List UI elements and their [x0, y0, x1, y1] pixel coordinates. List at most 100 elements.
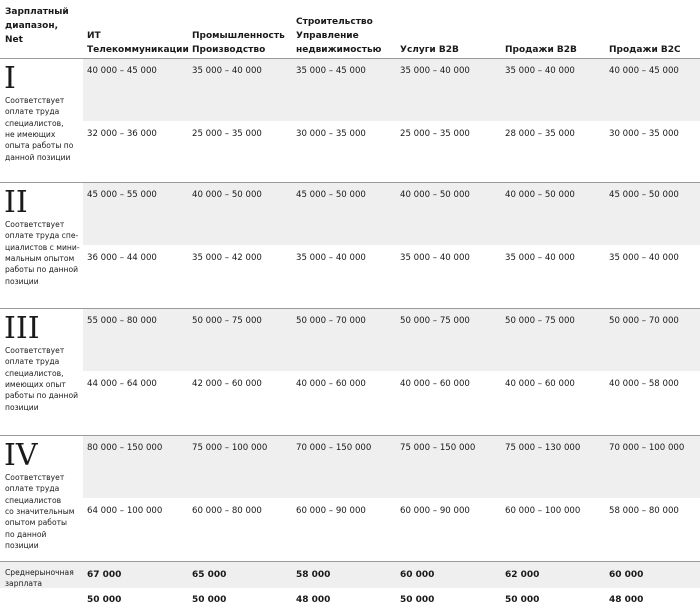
salary-range: 36 000 – 44 000	[87, 253, 157, 263]
salary-range: 35 000 – 40 000	[400, 66, 470, 76]
description: Соответствует	[5, 346, 65, 355]
average-salary: 65 000	[192, 570, 227, 580]
roman-numeral: I	[4, 61, 16, 96]
row-background	[83, 59, 700, 121]
column-header: ИТ	[87, 31, 101, 41]
salary-range: 60 000 – 90 000	[400, 506, 470, 516]
average-salary: 67 000	[87, 570, 122, 580]
description: оплате труда	[5, 107, 60, 117]
salary-range: 35 000 – 40 000	[400, 253, 470, 263]
salary-range: 40 000 – 60 000	[296, 379, 366, 389]
footer-label: зарплата	[5, 579, 43, 588]
description: опытом работы	[5, 518, 68, 528]
column-header: Продажи B2C	[609, 45, 681, 55]
salary-range: 35 000 – 40 000	[505, 66, 575, 76]
salary-range: 42 000 – 60 000	[192, 379, 262, 389]
row-background	[0, 562, 700, 588]
row-background	[83, 183, 700, 245]
average-salary: 60 000	[400, 570, 435, 580]
salary-range: 40 000 – 45 000	[87, 66, 157, 76]
salary-range: 35 000 – 40 000	[609, 253, 679, 263]
description: Соответствует	[5, 96, 65, 105]
description: данной позиции	[5, 152, 71, 162]
salary-range: 45 000 – 55 000	[87, 190, 157, 200]
description: работы по данной	[5, 265, 79, 275]
average-salary: 50 000	[400, 595, 435, 605]
description: Соответствует	[5, 220, 65, 229]
average-salary: 50 000	[505, 595, 540, 605]
salary-range: 75 000 – 100 000	[192, 443, 268, 453]
salary-range: 30 000 – 35 000	[609, 129, 679, 139]
salary-range: 40 000 – 45 000	[609, 66, 679, 76]
salary-range: 25 000 – 35 000	[400, 129, 470, 139]
salary-range: 58 000 – 80 000	[609, 506, 679, 516]
salary-range: 64 000 – 100 000	[87, 506, 163, 516]
description: циалистов с мини-	[5, 242, 80, 252]
description: со значительным	[5, 506, 75, 516]
description: оплате труда спе-	[5, 231, 79, 241]
description: мальным опытом	[5, 253, 75, 263]
description: позиции	[5, 276, 39, 286]
average-salary: 62 000	[505, 570, 540, 580]
salary-range: 50 000 – 70 000	[609, 316, 679, 326]
description: специалистов	[5, 495, 62, 505]
average-salary: 50 000	[87, 595, 122, 605]
salary-range: 55 000 – 80 000	[87, 316, 157, 326]
footer-label: Среднерыночная	[5, 568, 74, 577]
salary-range: 60 000 – 90 000	[296, 506, 366, 516]
column-header: Телекоммуникации	[87, 45, 189, 55]
average-salary: 48 000	[609, 595, 644, 605]
salary-range: 75 000 – 150 000	[400, 443, 476, 453]
description: оплате труда	[5, 357, 60, 367]
column-header: Строительство	[296, 17, 373, 27]
salary-range: 50 000 – 75 000	[505, 316, 575, 326]
row-background	[83, 309, 700, 371]
description: оплате труда	[5, 484, 60, 494]
row-background	[83, 436, 700, 498]
salary-range: 35 000 – 45 000	[296, 66, 366, 76]
salary-range: 80 000 – 150 000	[87, 443, 163, 453]
salary-range: 70 000 – 100 000	[609, 443, 685, 453]
separator	[0, 561, 700, 562]
column-header: Услуги B2B	[400, 45, 459, 55]
description: Соответствует	[5, 473, 65, 482]
column-header: Управление	[296, 31, 359, 41]
column-header: недвижимостью	[296, 45, 382, 55]
salary-range: 35 000 – 40 000	[192, 66, 262, 76]
column-header: Промышленность	[192, 31, 285, 41]
salary-range: 45 000 – 50 000	[609, 190, 679, 200]
salary-range: 25 000 – 35 000	[192, 129, 262, 139]
header-label: диапазон,	[5, 21, 58, 31]
salary-range: 32 000 – 36 000	[87, 129, 157, 139]
salary-range: 60 000 – 100 000	[505, 506, 581, 516]
separator	[0, 435, 700, 436]
header-label: Зарплатный	[5, 7, 69, 17]
salary-range: 40 000 – 50 000	[400, 190, 470, 200]
description: опыта работы по	[5, 141, 74, 151]
salary-range: 45 000 – 50 000	[296, 190, 366, 200]
description: не имеющих	[5, 129, 56, 139]
description: позиции	[5, 402, 39, 412]
average-salary: 60 000	[609, 570, 644, 580]
separator	[0, 58, 700, 59]
salary-range: 40 000 – 50 000	[505, 190, 575, 200]
separator	[0, 182, 700, 183]
salary-range: 50 000 – 75 000	[192, 316, 262, 326]
column-header: Производство	[192, 45, 266, 55]
salary-range: 35 000 – 40 000	[296, 253, 366, 263]
roman-numeral: IV	[4, 438, 38, 473]
salary-range: 50 000 – 70 000	[296, 316, 366, 326]
roman-numeral: II	[4, 185, 28, 220]
salary-range: 35 000 – 42 000	[192, 253, 262, 263]
average-salary: 58 000	[296, 570, 331, 580]
description: работы по данной	[5, 391, 79, 401]
salary-range: 50 000 – 75 000	[400, 316, 470, 326]
description: имеющих опыт	[5, 379, 66, 389]
description: по данной	[5, 529, 47, 539]
salary-range: 30 000 – 35 000	[296, 129, 366, 139]
description: специалистов,	[5, 368, 64, 378]
salary-range: 60 000 – 80 000	[192, 506, 262, 516]
salary-range: 28 000 – 35 000	[505, 129, 575, 139]
